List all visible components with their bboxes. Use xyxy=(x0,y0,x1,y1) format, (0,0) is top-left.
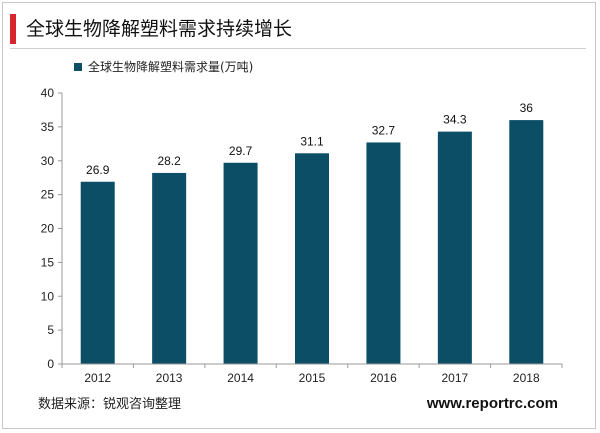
x-tick-label-2015: 2015 xyxy=(299,371,326,385)
x-tick-label-2012: 2012 xyxy=(84,371,111,385)
y-tick-label: 35 xyxy=(41,120,55,134)
data-source: 数据来源：锐观咨询整理 xyxy=(38,397,182,412)
data-label-2018: 36 xyxy=(520,101,534,115)
bar-2015 xyxy=(295,153,329,364)
bar-2018 xyxy=(509,120,544,364)
y-tick-label: 25 xyxy=(41,188,55,202)
bars xyxy=(80,120,544,364)
data-label-2016: 32.7 xyxy=(372,123,396,137)
x-tick-label-2018: 2018 xyxy=(513,371,540,385)
data-labels: 26.9 28.2 29.7 31.1 32.7 34.3 36 xyxy=(86,101,533,177)
page-title: 全球生物降解塑料需求持续增长 xyxy=(26,18,293,40)
x-tick-label-2016: 2016 xyxy=(370,371,397,385)
bar-2014 xyxy=(223,162,258,364)
chart-legend: 全球生物降解塑料需求量(万吨) xyxy=(74,58,253,76)
bar-2017 xyxy=(437,131,472,364)
x-tick-label-2014: 2014 xyxy=(227,371,254,385)
title-bar: 全球生物降解塑料需求持续增长 xyxy=(10,14,586,49)
y-tick-label: 15 xyxy=(41,255,55,269)
bar-2016 xyxy=(366,142,401,364)
bar-2012 xyxy=(80,181,115,364)
x-tick-label-2013: 2013 xyxy=(156,371,183,385)
legend-label: 全球生物降解塑料需求量(万吨) xyxy=(88,60,254,74)
title-accent-bar xyxy=(10,14,16,44)
y-tick-label: 30 xyxy=(41,154,55,168)
y-tick-label: 0 xyxy=(47,357,54,371)
x-tick-label-2017: 2017 xyxy=(442,371,469,385)
data-label-2013: 28.2 xyxy=(157,154,181,168)
data-label-2012: 26.9 xyxy=(86,163,110,177)
y-tick-label: 5 xyxy=(47,323,54,337)
y-axis: 0 5 10 15 20 25 30 35 40 xyxy=(41,86,63,371)
data-label-2017: 34.3 xyxy=(443,113,467,127)
bar-2013 xyxy=(152,172,187,364)
legend-swatch xyxy=(74,63,82,71)
website-link[interactable]: www.reportrc.com xyxy=(426,395,558,412)
data-label-2015: 31.1 xyxy=(300,134,324,148)
y-tick-label: 10 xyxy=(41,289,55,303)
y-tick-label: 40 xyxy=(41,86,55,100)
x-axis: 2012 2013 2014 2015 2016 2017 2018 xyxy=(61,363,563,385)
y-tick-label: 20 xyxy=(41,222,55,236)
data-label-2014: 29.7 xyxy=(229,144,253,158)
